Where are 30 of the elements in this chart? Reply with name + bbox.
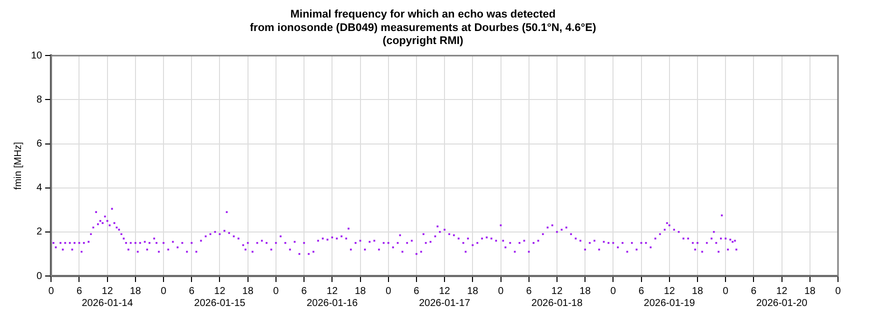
x-tick-label: 18 <box>354 286 366 297</box>
y-tick-label: 10 <box>31 50 43 62</box>
x-tick-label: 0 <box>722 286 729 297</box>
chart-title: Minimal frequency for which an echo was detected from ionosonde (DB049) measurements at Dourbes (50.1°N, 4.6°E) (copyright RMI) <box>250 8 596 48</box>
x-tick-label: 0 <box>273 286 280 297</box>
x-tick-label: 0 <box>610 286 616 297</box>
x-tick-label: 6 <box>414 286 420 297</box>
x-tick-label: 6 <box>526 286 532 297</box>
x-tick-label: 6 <box>188 286 195 297</box>
x-tick-label: 0 <box>498 286 504 297</box>
x-tick-label: 0 <box>48 286 54 297</box>
x-tick-label: 18 <box>804 286 816 297</box>
x-tick-label: 0 <box>160 286 167 297</box>
y-axis-title: fmin [MHz] <box>12 142 24 190</box>
x-tick-label: 0 <box>386 286 392 297</box>
x-tick-label: 18 <box>692 286 704 297</box>
y-tick-label: 0 <box>36 270 43 282</box>
x-tick-label: 6 <box>638 286 644 297</box>
x-tick-label: 0 <box>835 286 842 297</box>
x-tick-label: 18 <box>242 286 254 297</box>
x-tick-label: 6 <box>301 286 308 297</box>
x-tick-label: 18 <box>130 286 142 297</box>
x-tick-label: 6 <box>750 286 757 297</box>
x-tick-label: 18 <box>580 286 592 297</box>
y-tick-label: 4 <box>36 182 43 194</box>
x-tick-label: 6 <box>76 286 82 297</box>
y-tick-label: 6 <box>36 138 43 150</box>
x-tick-label: 18 <box>467 286 479 297</box>
y-tick-label: 2 <box>36 226 43 238</box>
y-tick-label: 8 <box>36 94 43 106</box>
